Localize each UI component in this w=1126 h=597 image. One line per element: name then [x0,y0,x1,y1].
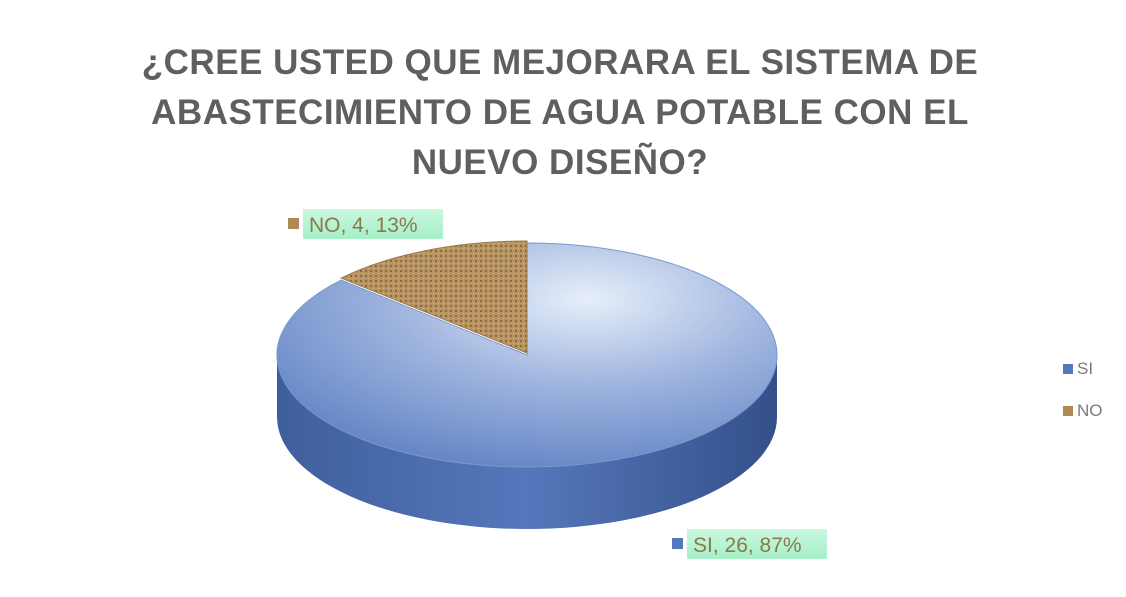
legend: SI NO [1063,359,1103,420]
chart-title-line-3: NUEVO DISEÑO? [411,143,709,182]
legend-item-si: SI [1063,359,1093,378]
legend-label-si: SI [1077,359,1093,378]
pie-slice-si-side [277,355,777,529]
data-label-no-marker [288,218,299,229]
legend-item-no: NO [1063,401,1103,420]
data-label-no: NO, 4, 13% [288,209,443,239]
data-label-si-text: SI, 26, 87% [693,534,802,557]
legend-label-no: NO [1077,401,1103,420]
legend-swatch-no [1063,406,1073,416]
pie-top-face [276,240,778,468]
legend-swatch-si [1063,364,1073,374]
data-label-si: SI, 26, 87% [672,529,827,559]
data-label-no-box [303,209,443,239]
data-label-no-text: NO, 4, 13% [309,214,418,237]
pie-slice-si [276,242,778,468]
chart-title-line-2: ABASTECIMIENTO DE AGUA POTABLE CON EL [151,93,969,132]
data-label-si-marker [672,538,683,549]
data-labels: SI, 26, 87% NO, 4, 13% [288,209,827,559]
chart-title: ¿CREE USTED QUE MEJORARA EL SISTEMA DE A… [60,38,1060,188]
data-label-si-box [687,529,827,559]
pie-3d-side [277,355,777,529]
chart-title-line-1: ¿CREE USTED QUE MEJORARA EL SISTEMA DE [141,43,979,82]
pie-slice-no [339,240,528,354]
